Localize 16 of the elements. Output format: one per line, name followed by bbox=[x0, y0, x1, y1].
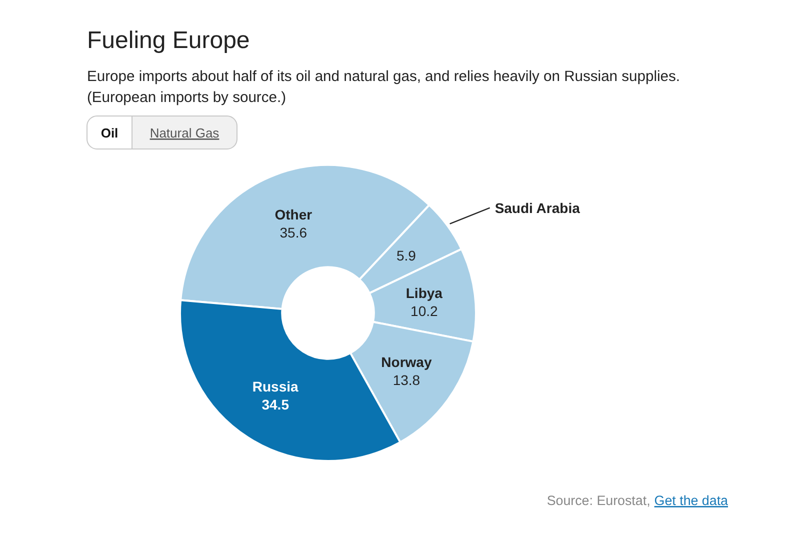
data-label: 10.2 bbox=[410, 302, 438, 319]
tab-button: Oil bbox=[86, 116, 132, 150]
chart-subtitle: Europe imports about half of its oil and natural gas, and relies heavily on Russian supplies. (European imports by source.) bbox=[87, 69, 680, 106]
slice-label: Other bbox=[274, 206, 313, 222]
slice-label: Libya bbox=[406, 284, 443, 301]
slice-label: Saudi Arabia bbox=[494, 200, 580, 216]
data-label: 13.8 bbox=[392, 372, 420, 388]
text: Get the data bbox=[654, 493, 729, 508]
tab-button: Natural Gas bbox=[132, 116, 238, 150]
data-label: 34.5 bbox=[262, 396, 290, 412]
chart-title: Fueling Europe bbox=[87, 27, 250, 54]
slice-label: Norway bbox=[381, 354, 432, 370]
source-note: Source: Eurostat, bbox=[546, 493, 650, 508]
slice-label: Russia bbox=[252, 378, 299, 394]
data-label: 5.9 bbox=[396, 248, 416, 264]
data-label: 35.6 bbox=[280, 224, 308, 240]
